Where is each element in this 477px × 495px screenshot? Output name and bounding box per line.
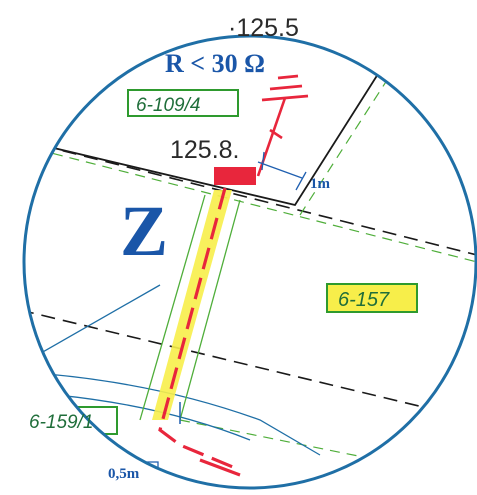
parcel-box-6-157 [326,283,418,313]
leader-line-left [24,284,161,366]
ground-conductor-stub [269,128,283,140]
cable-corridor-right [179,199,241,421]
cable-highlight [152,190,232,420]
parcel-label-6-157: 6-157 [338,289,390,311]
green-dashed-line-upper [24,144,476,263]
green-dashed-diagonal [299,59,401,216]
offset-1m-label: 1m [310,176,331,192]
dim-tick-1m-a [261,151,265,171]
plot-boundary-line [24,54,391,207]
cable-corridor-left [139,194,206,421]
connection-box [214,167,256,185]
resistance-label: R < 30 Ω [165,49,265,78]
cable-route [158,187,241,472]
green-dashed-line-lower [179,419,476,481]
magnifier-circle [22,34,477,490]
parcel-label-6-159-1: 6-159/1 [29,412,93,433]
black-dashed-boundary-upper [24,139,476,256]
elevation-top-label: ·125.5 [228,14,299,42]
zone-letter: Z [120,191,168,271]
elevation-mid-label: 125.8. [170,136,240,164]
parcel-box-6-109-4 [127,89,239,117]
cable-end-segment [199,458,241,477]
offset-05m-label: 0,5m [108,466,140,482]
dim-tick-1m-b [295,171,307,191]
ground-symbol-icon [261,74,309,102]
black-dashed-boundary-lower [24,309,476,421]
dim-line-1m [257,161,303,179]
parcel-label-6-109-4: 6-109/4 [136,95,200,116]
